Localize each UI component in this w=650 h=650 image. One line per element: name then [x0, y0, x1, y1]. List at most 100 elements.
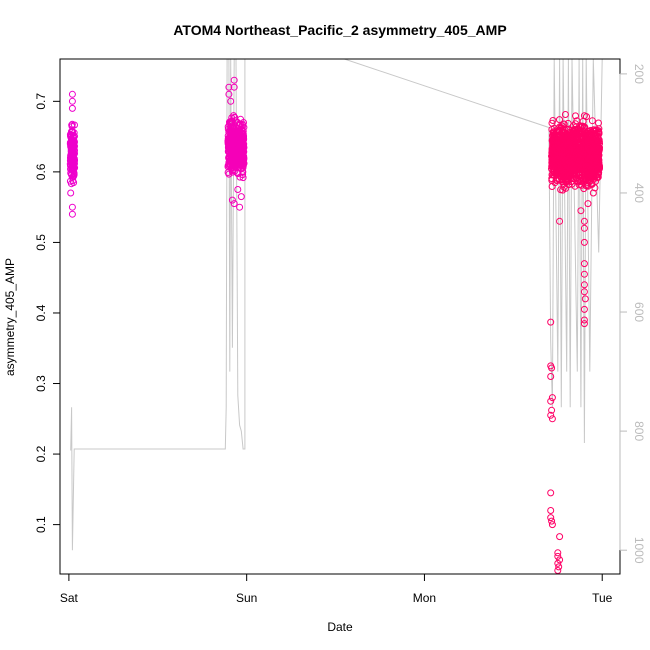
- secondary-y-axis: 200 400 600 800 1000: [619, 64, 646, 564]
- data-point: [592, 147, 600, 155]
- data-point-outlier: [581, 295, 589, 303]
- data-point: [594, 174, 602, 182]
- data-point-outlier: [228, 196, 236, 204]
- data-point: [584, 144, 592, 151]
- data-point-outlier: [547, 489, 555, 497]
- data-point: [566, 171, 574, 178]
- data-point-outlier: [589, 189, 597, 197]
- data-point: [561, 158, 569, 166]
- x-tick-label: Sat: [60, 591, 79, 605]
- y-tick-label: 0.5: [34, 234, 48, 251]
- data-point: [584, 153, 592, 161]
- data-point-outlier: [547, 373, 555, 380]
- data-point-outlier: [68, 104, 76, 112]
- x-axis: Sat Sun Mon Tue: [60, 573, 613, 605]
- secondary-line-layer: [70, 59, 603, 551]
- y-axis: 0.1 0.2 0.3 0.4 0.5 0.6 0.7: [34, 93, 61, 533]
- data-point: [69, 133, 77, 141]
- data-point-outlier: [556, 217, 564, 225]
- data-point: [553, 170, 561, 178]
- data-point-outlier: [548, 521, 556, 529]
- data-point-outlier: [556, 556, 564, 564]
- data-point: [229, 137, 237, 145]
- chart-title: ATOM4 Northeast_Pacific_2 asymmetry_405_…: [173, 22, 506, 38]
- data-point-outlier: [554, 559, 562, 567]
- data-point: [550, 124, 558, 132]
- data-point: [556, 116, 563, 124]
- data-point: [68, 123, 76, 130]
- data-point: [555, 176, 563, 184]
- data-point: [68, 143, 76, 151]
- data-point: [558, 148, 566, 156]
- data-point: [580, 112, 588, 120]
- data-point: [580, 123, 588, 131]
- data-point-outlier: [548, 517, 556, 525]
- data-point: [225, 154, 233, 162]
- data-point: [240, 134, 247, 142]
- data-point: [595, 119, 602, 127]
- data-point-outlier: [548, 415, 556, 423]
- data-point: [576, 171, 584, 179]
- data-point-outlier: [230, 76, 238, 84]
- data-point: [236, 173, 244, 181]
- data-point: [239, 164, 247, 172]
- data-point-outlier: [548, 406, 556, 414]
- data-point-outlier: [554, 549, 562, 557]
- data-point: [568, 137, 576, 145]
- data-point: [589, 157, 597, 165]
- data-point: [228, 117, 236, 125]
- data-point: [576, 155, 584, 163]
- y2-tick-label: 400: [632, 183, 646, 203]
- data-point: [548, 176, 556, 184]
- data-point: [561, 111, 569, 118]
- x-axis-label: Date: [327, 620, 353, 634]
- data-point-outlier: [580, 320, 588, 328]
- data-point-outlier: [237, 193, 245, 201]
- data-point: [592, 127, 599, 135]
- data-point: [233, 161, 241, 169]
- data-point-outlier: [580, 305, 588, 313]
- data-point: [555, 124, 563, 132]
- y-axis-label: asymmetry_405_AMP: [3, 258, 17, 376]
- data-point-outlier: [67, 189, 75, 197]
- secondary-series-line: [70, 59, 603, 551]
- data-point-outlier: [227, 97, 235, 105]
- data-point-outlier: [68, 203, 76, 211]
- data-point: [568, 180, 576, 188]
- data-point-outlier: [555, 563, 563, 571]
- data-point-outlier: [68, 90, 76, 98]
- data-point-outlier: [230, 200, 238, 208]
- data-point-outlier: [584, 200, 592, 208]
- data-point: [580, 185, 588, 193]
- plot-frame: [59, 58, 621, 575]
- data-point: [575, 144, 583, 152]
- y-tick-label: 0.2: [34, 445, 48, 462]
- x-tick-label: Tue: [592, 591, 613, 605]
- data-point: [228, 120, 236, 128]
- data-point: [569, 170, 577, 178]
- y2-tick-label: 800: [632, 421, 646, 441]
- y2-tick-label: 200: [632, 64, 646, 84]
- data-point: [572, 150, 580, 158]
- data-point-outlier: [225, 90, 233, 98]
- data-point: [231, 157, 239, 164]
- data-point: [559, 178, 567, 186]
- data-point-outlier: [554, 552, 562, 560]
- data-point: [593, 151, 601, 159]
- data-point-outlier: [580, 281, 588, 289]
- data-point: [553, 132, 561, 140]
- cluster-1: [66, 90, 79, 218]
- data-point: [555, 134, 563, 142]
- data-point: [231, 129, 238, 137]
- data-point-outlier: [548, 394, 556, 402]
- y-tick-label: 0.4: [34, 304, 48, 321]
- data-point: [66, 177, 74, 185]
- data-point-outlier: [577, 207, 585, 215]
- data-point-outlier: [580, 217, 588, 225]
- data-point: [231, 143, 239, 151]
- data-point: [557, 139, 564, 147]
- data-point: [586, 145, 593, 153]
- data-point-outlier: [548, 364, 556, 372]
- data-point-outlier: [554, 567, 562, 574]
